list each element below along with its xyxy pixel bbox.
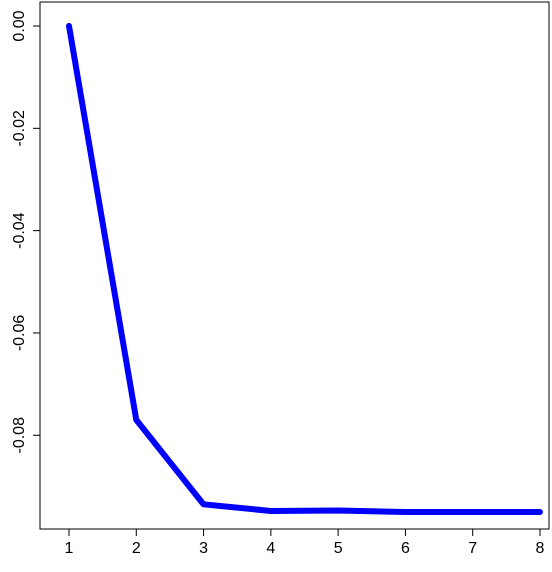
- y-axis: -0.08 -0.06 -0.04 -0.02 0.00: [11, 10, 40, 453]
- x-tick-label: 1: [65, 540, 74, 557]
- x-tick-label: 4: [266, 540, 275, 557]
- y-tick-label: -0.08: [11, 417, 28, 454]
- x-tick-label: 6: [401, 540, 410, 557]
- plot-frame: [40, 2, 549, 529]
- x-tick-label: 3: [199, 540, 208, 557]
- y-tick-label: -0.02: [11, 110, 28, 147]
- x-tick-label: 8: [536, 540, 545, 557]
- x-tick-label: 2: [132, 540, 141, 557]
- y-tick-label: -0.06: [11, 315, 28, 352]
- x-tick-label: 7: [468, 540, 477, 557]
- x-axis: 1 2 3 4 5 6 7 8: [65, 529, 545, 557]
- y-tick-label: 0.00: [11, 10, 28, 41]
- y-tick-label: -0.04: [11, 212, 28, 249]
- series-line-1: [69, 26, 540, 512]
- x-tick-label: 5: [334, 540, 343, 557]
- series-layer: [69, 26, 540, 512]
